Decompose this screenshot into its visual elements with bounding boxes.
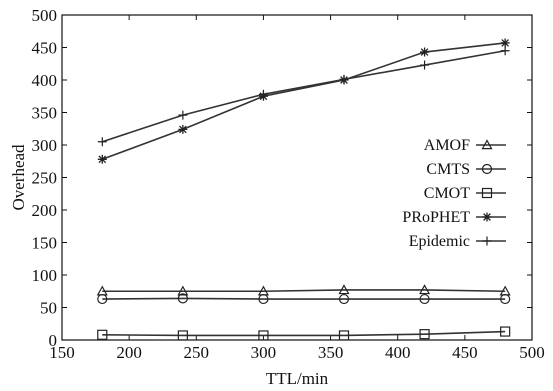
- x-axis-title: TTL/min: [266, 369, 329, 388]
- legend-marker: [481, 163, 493, 175]
- data-point-cmot: [258, 330, 269, 341]
- series-line-prophet: [102, 42, 506, 161]
- series-line-cmts: [102, 297, 506, 300]
- legend-marker: [482, 212, 492, 222]
- series-line-amof: [102, 289, 506, 293]
- x-tick-label: 200: [116, 343, 142, 362]
- data-point-cmts: [177, 293, 188, 304]
- y-axis-title: Overhead: [9, 144, 28, 211]
- legend: AMOF CMTS CMOT PRoPHET Epidemic: [402, 137, 506, 250]
- series-line-cmot: [102, 330, 506, 337]
- data-point-epidemic: [258, 89, 268, 99]
- data-point-cmts: [258, 293, 269, 305]
- y-tick-label: 300: [32, 136, 58, 155]
- x-tick-label: 150: [49, 343, 75, 362]
- legend-label: PRoPHET: [402, 209, 470, 226]
- data-point-prophet: [97, 154, 107, 164]
- y-tick-label: 450: [32, 39, 58, 58]
- legend-marker: [481, 139, 493, 150]
- data-point-prophet: [178, 124, 188, 134]
- series-line-epidemic: [102, 49, 506, 143]
- data-point-prophet: [500, 38, 510, 48]
- y-tick-label: 50: [40, 299, 57, 318]
- y-tick-label: 500: [32, 6, 58, 25]
- data-point-cmot: [500, 326, 511, 337]
- x-tick-label: 500: [519, 343, 545, 362]
- y-tick-label: 400: [32, 71, 58, 90]
- data-point-prophet: [420, 47, 430, 57]
- data-point-cmts: [338, 293, 350, 305]
- legend-label: Epidemic: [409, 233, 470, 250]
- series-cmot: [97, 326, 511, 341]
- data-point-epidemic: [97, 137, 107, 147]
- legend-label: CMOT: [424, 185, 470, 202]
- data-point-cmot: [338, 330, 350, 341]
- y-tick-label: 0: [49, 331, 58, 350]
- y-tick-label: 200: [32, 201, 58, 220]
- x-tick-label: 300: [251, 343, 277, 362]
- legend-label: AMOF: [424, 137, 470, 154]
- legend-label: CMTS: [426, 161, 470, 178]
- x-tick-label: 250: [184, 343, 210, 362]
- axis-ticks: 150 200 250 300 350 400 450 500 0 50 100 150 200 250 3…: [32, 6, 545, 362]
- legend-marker: [482, 236, 492, 246]
- x-tick-label: 450: [452, 343, 478, 362]
- series-cmts: [97, 293, 511, 305]
- y-tick-label: 150: [32, 234, 58, 253]
- y-tick-label: 100: [32, 266, 58, 285]
- data-point-amof: [419, 284, 431, 295]
- x-tick-label: 400: [385, 343, 411, 362]
- data-point-cmot: [177, 330, 188, 341]
- data-point-amof: [177, 285, 189, 296]
- series-group: [96, 38, 511, 341]
- series-amof: [96, 284, 511, 296]
- data-point-cmot: [419, 329, 430, 340]
- data-point-epidemic: [420, 60, 430, 70]
- data-point-amof: [338, 284, 350, 295]
- data-point-epidemic: [500, 46, 510, 56]
- y-tick-label: 250: [32, 169, 58, 188]
- data-point-cmts: [500, 293, 511, 305]
- data-point-cmts: [419, 293, 430, 305]
- legend-marker: [481, 187, 493, 199]
- y-tick-label: 350: [32, 104, 58, 123]
- data-point-cmot: [97, 329, 108, 340]
- data-point-epidemic: [178, 110, 188, 120]
- data-point-cmts: [97, 293, 108, 305]
- series-epidemic: [97, 46, 510, 147]
- x-tick-label: 350: [318, 343, 344, 362]
- data-point-epidemic: [339, 74, 349, 84]
